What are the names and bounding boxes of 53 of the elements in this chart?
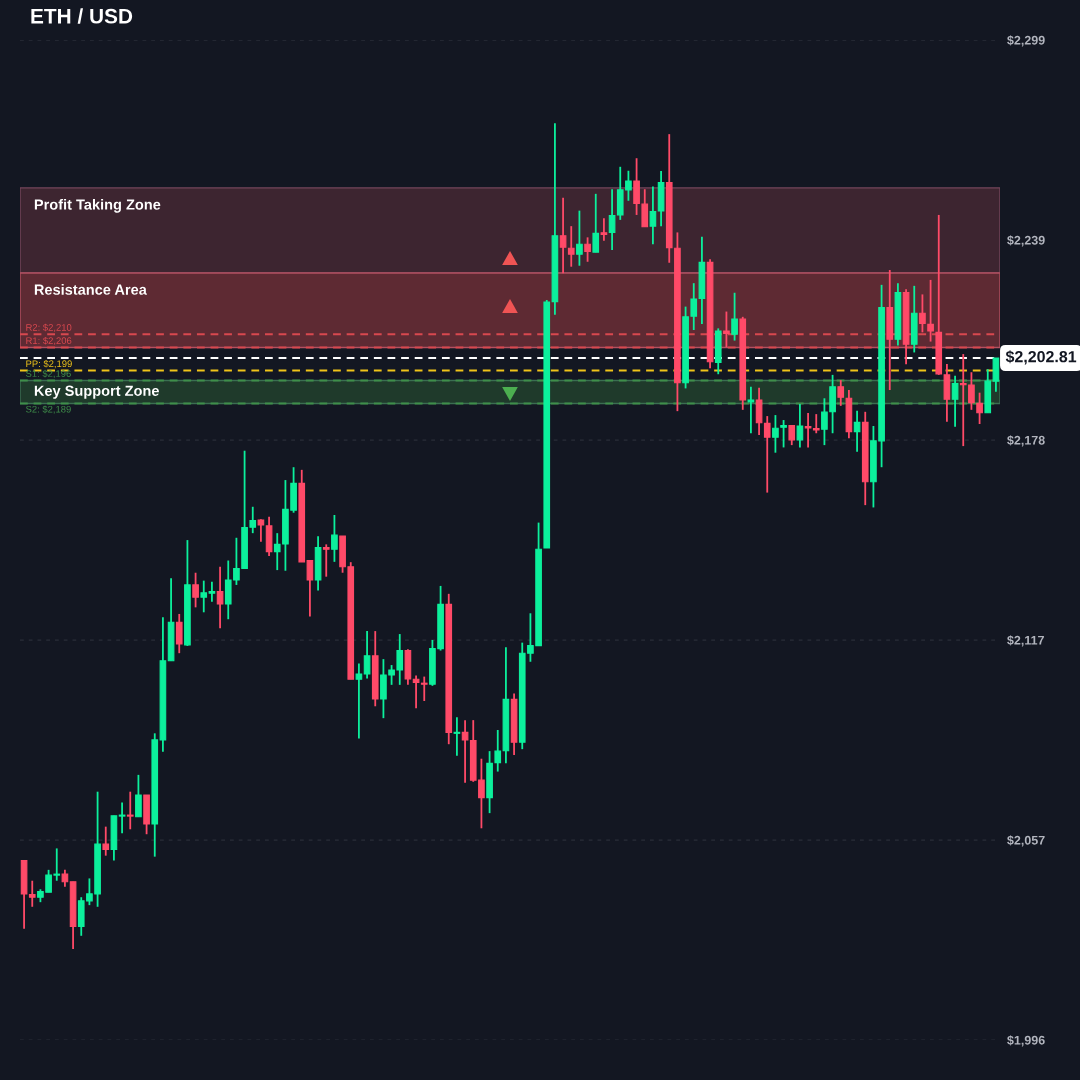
candlestick	[126, 790, 134, 831]
candlestick	[837, 379, 845, 407]
y-tick-label: $2,117	[1007, 635, 1044, 647]
candlestick	[257, 518, 265, 543]
ref-line-label: $2,202.81	[1005, 350, 1077, 365]
candlestick	[747, 385, 755, 435]
candlestick	[927, 278, 934, 343]
candlestick	[559, 196, 567, 275]
candlestick	[780, 419, 787, 449]
candlestick	[600, 217, 608, 242]
candlestick	[576, 209, 583, 267]
candlestick	[976, 391, 983, 425]
candlestick	[102, 825, 110, 857]
candlestick	[135, 773, 142, 818]
ref-line-label: S2: $2,189	[25, 405, 71, 414]
candlestick	[772, 414, 779, 454]
candlestick	[192, 571, 199, 609]
candlestick	[567, 225, 575, 268]
y-tick-label: $2,299	[1007, 35, 1045, 47]
y-tick-label: $2,178	[1007, 435, 1045, 447]
candlestick	[420, 675, 428, 702]
candlestick	[175, 613, 183, 655]
candlestick	[363, 630, 371, 680]
candlestick	[453, 716, 461, 757]
ref-line-label: S1: $2,196	[25, 369, 71, 379]
ref-line-label: R2: $2,210	[26, 323, 72, 332]
band-label: Key Support Zone	[34, 385, 159, 399]
candlestick	[755, 386, 763, 436]
chart-title: ETH / USD	[31, 8, 133, 24]
candlestick	[853, 409, 861, 453]
candlestick	[919, 293, 926, 334]
candlestick	[763, 415, 771, 494]
candlestick	[331, 514, 338, 563]
candlestick	[592, 192, 600, 254]
candlestick	[723, 310, 730, 349]
y-tick-label: $2,057	[1007, 835, 1045, 847]
candlestick	[322, 543, 330, 578]
band-label: Resistance Area	[34, 284, 147, 295]
candlestick	[788, 424, 796, 447]
candlestick	[649, 185, 657, 246]
candlestick	[216, 565, 224, 630]
candlestick	[796, 402, 804, 449]
y-tick-label: $1,996	[1007, 1035, 1045, 1047]
candlestick	[951, 374, 959, 428]
candlestick	[118, 801, 126, 835]
candlestick	[584, 236, 591, 263]
candlestick	[731, 291, 738, 342]
y-tick-label: $2,239	[1007, 235, 1045, 247]
ref-line-label: R1: $2,206	[26, 336, 72, 346]
candlestick	[412, 674, 420, 710]
band-label: Profit Taking Zone	[34, 199, 161, 213]
ref-line-label: PP: $2,199	[26, 359, 72, 369]
candlestick	[355, 662, 363, 740]
